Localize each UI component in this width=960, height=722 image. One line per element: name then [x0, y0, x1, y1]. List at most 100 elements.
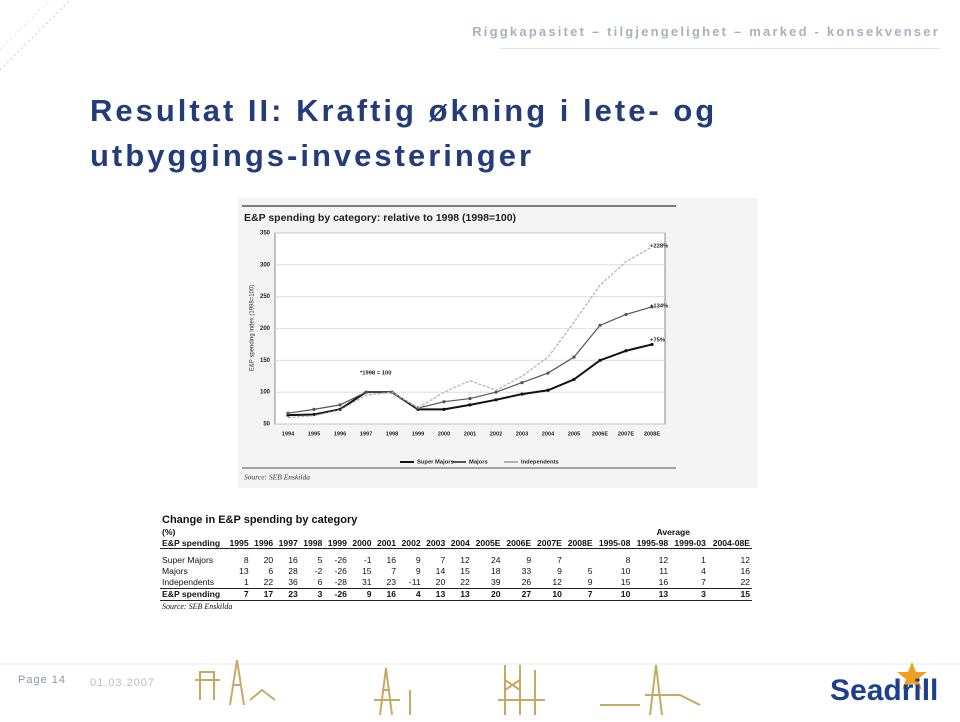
y-tick-label: 150	[260, 358, 271, 364]
x-tick-label: 1999	[412, 431, 424, 437]
series-marker	[624, 349, 628, 353]
table-cell: 7	[563, 587, 595, 601]
x-tick-label: 2005	[568, 431, 580, 437]
table-cell: 5	[317, 555, 323, 565]
y-tick-label: 350	[260, 231, 271, 237]
series-marker	[520, 392, 524, 396]
page-number: Page 14	[18, 674, 66, 686]
table-cell: 3	[670, 587, 708, 601]
table-cell: 4	[701, 566, 706, 576]
rig-icons	[195, 659, 701, 716]
table-cell: 24	[490, 555, 501, 565]
table-cell: 16	[288, 555, 298, 565]
series-marker	[598, 358, 602, 362]
chart-source: Source: SEB Enskilda	[244, 473, 310, 482]
column-header: 1995-08	[594, 537, 633, 549]
table-cell: 10	[620, 566, 631, 576]
column-header: 2004	[447, 537, 472, 549]
table-group-label: Average	[656, 526, 691, 537]
annotation: +134%	[650, 304, 668, 310]
table-cell: 12	[460, 555, 470, 565]
series-marker	[468, 396, 472, 401]
table-cell: 36	[288, 577, 298, 587]
table-cell: 27	[502, 587, 534, 601]
series-marker	[364, 390, 368, 394]
table-title-row: Change in E&P spending by category	[160, 514, 752, 526]
column-header: 2002	[398, 537, 423, 549]
table-cell: 22	[263, 577, 274, 587]
legend-label: Majors	[469, 460, 488, 466]
table-header-row: E&P spending 1995 1996 1997 1998 1999 2000 2001…	[160, 537, 752, 549]
table-cell: 20	[471, 587, 503, 601]
table-cell: 14	[435, 566, 446, 576]
column-header: 1995	[226, 537, 251, 549]
table-cell: 17	[250, 587, 276, 601]
table-cell: 7	[701, 577, 706, 587]
series-marker	[598, 323, 602, 327]
logo-star	[897, 662, 927, 690]
x-tick-label: 2006E	[592, 431, 608, 437]
table-cell: 12	[552, 577, 562, 587]
table-cell: 7	[440, 555, 446, 565]
chart-title: E&P spending by category: relative to 19…	[244, 212, 516, 224]
column-header: 1996	[250, 537, 276, 549]
table-cell: -26	[324, 587, 349, 601]
table-cell: 7	[226, 587, 251, 601]
x-tick-label: 2004	[542, 431, 555, 437]
series-marker	[468, 403, 472, 407]
table-cell: 6	[317, 577, 323, 587]
column-header: 2006E	[502, 537, 534, 549]
legend-label: Super Majors	[417, 460, 454, 466]
x-tick-label: 1996	[334, 431, 346, 437]
logo: Seadrill	[830, 674, 938, 707]
table-row: Independents 1 22 36 6 -28 31 23 -11 20 22 39 26 12 9 1…	[160, 577, 752, 589]
table-cell: 23	[386, 577, 397, 587]
table-cell: 9	[415, 566, 421, 576]
column-header: 2005E	[471, 537, 503, 549]
y-tick-label: 300	[260, 262, 271, 268]
x-tick-label: 2007E	[618, 431, 634, 437]
series-marker	[312, 407, 316, 411]
series-marker	[546, 371, 550, 375]
table-cell: 10	[594, 587, 633, 601]
annotation: +228%	[650, 244, 668, 250]
table-cell: 16	[386, 555, 397, 565]
table-cell: 13	[632, 587, 671, 601]
x-tick-label: 1994	[282, 431, 295, 437]
table-cell: 15	[460, 566, 470, 576]
date: 01.03.2007	[90, 677, 156, 689]
table-cell: -26	[334, 566, 347, 576]
y-tick-label: 250	[260, 294, 271, 300]
table-cell: 28	[288, 566, 298, 576]
series-marker	[286, 411, 290, 415]
series-marker	[520, 381, 524, 385]
table-cell: 16	[740, 566, 750, 576]
table-cell: 1	[701, 555, 706, 565]
table-source: Source: SEB Enskilda	[162, 601, 233, 611]
table-cell: 22	[740, 577, 750, 587]
column-header: E&P spending	[160, 537, 227, 549]
table-cell: -28	[334, 577, 347, 587]
series-marker	[546, 388, 550, 392]
row-label: E&P spending	[160, 587, 227, 601]
table-cell: 20	[263, 555, 274, 565]
table-cell: 8	[625, 555, 631, 565]
table-title: Change in E&P spending by category	[162, 514, 358, 526]
chart: E&P spending by category: relative to 19…	[238, 198, 758, 488]
table-cell: 9	[587, 577, 593, 587]
table-cell: 20	[435, 577, 446, 587]
annotation: +75%	[650, 338, 665, 344]
header-rule	[500, 48, 940, 49]
series-marker	[624, 312, 628, 317]
series-marker	[650, 342, 654, 347]
y-tick-label: 200	[260, 326, 271, 332]
table-cell: 11	[659, 566, 669, 576]
table-cell: 13	[447, 587, 472, 601]
table-cell: -11	[408, 577, 421, 587]
corner-decoration	[0, 0, 71, 71]
x-tick-label: 1995	[308, 431, 320, 437]
table-cell: 15	[707, 587, 752, 601]
table-row: E&P spending 7 17 23 3 -26 9 16 4 13 13 20 27 10 7 10 13…	[160, 587, 752, 601]
table-cell	[564, 555, 595, 566]
